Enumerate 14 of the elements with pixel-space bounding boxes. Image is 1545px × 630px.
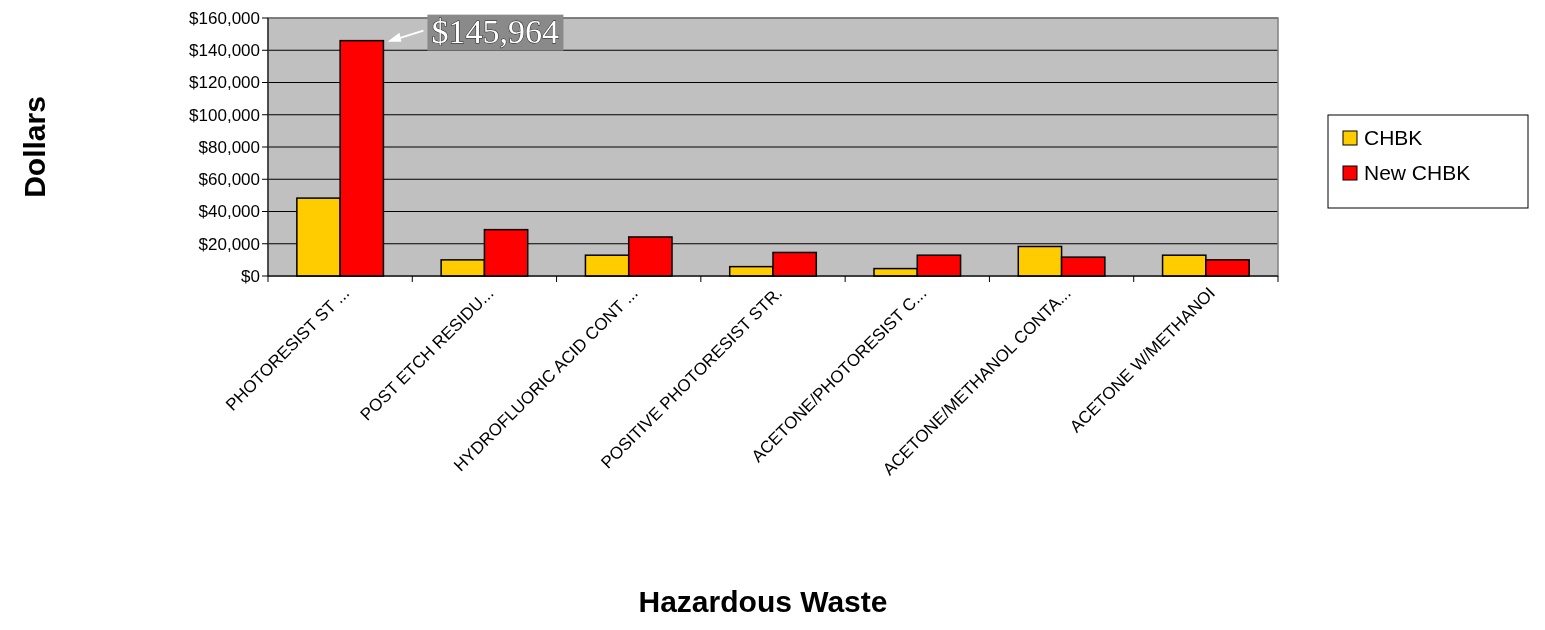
y-axis-title: Dollars bbox=[18, 96, 51, 198]
y-tick-label: $20,000 bbox=[198, 234, 260, 254]
y-tick-label: $60,000 bbox=[198, 170, 260, 190]
annotation: $145,964 bbox=[431, 12, 559, 50]
y-tick-label: $80,000 bbox=[198, 137, 260, 157]
legend-label: New CHBK bbox=[1364, 161, 1471, 185]
x-axis-title: Hazardous Waste bbox=[638, 585, 888, 618]
y-tick-label: $40,000 bbox=[198, 202, 260, 222]
y-tick-label: $100,000 bbox=[189, 105, 260, 125]
y-tick-label: $160,000 bbox=[189, 8, 260, 28]
legend-label: CHBK bbox=[1364, 126, 1423, 150]
y-tick-label: $120,000 bbox=[189, 73, 260, 93]
y-tick-label: $0 bbox=[241, 266, 260, 286]
y-tick-label: $140,000 bbox=[189, 41, 260, 61]
